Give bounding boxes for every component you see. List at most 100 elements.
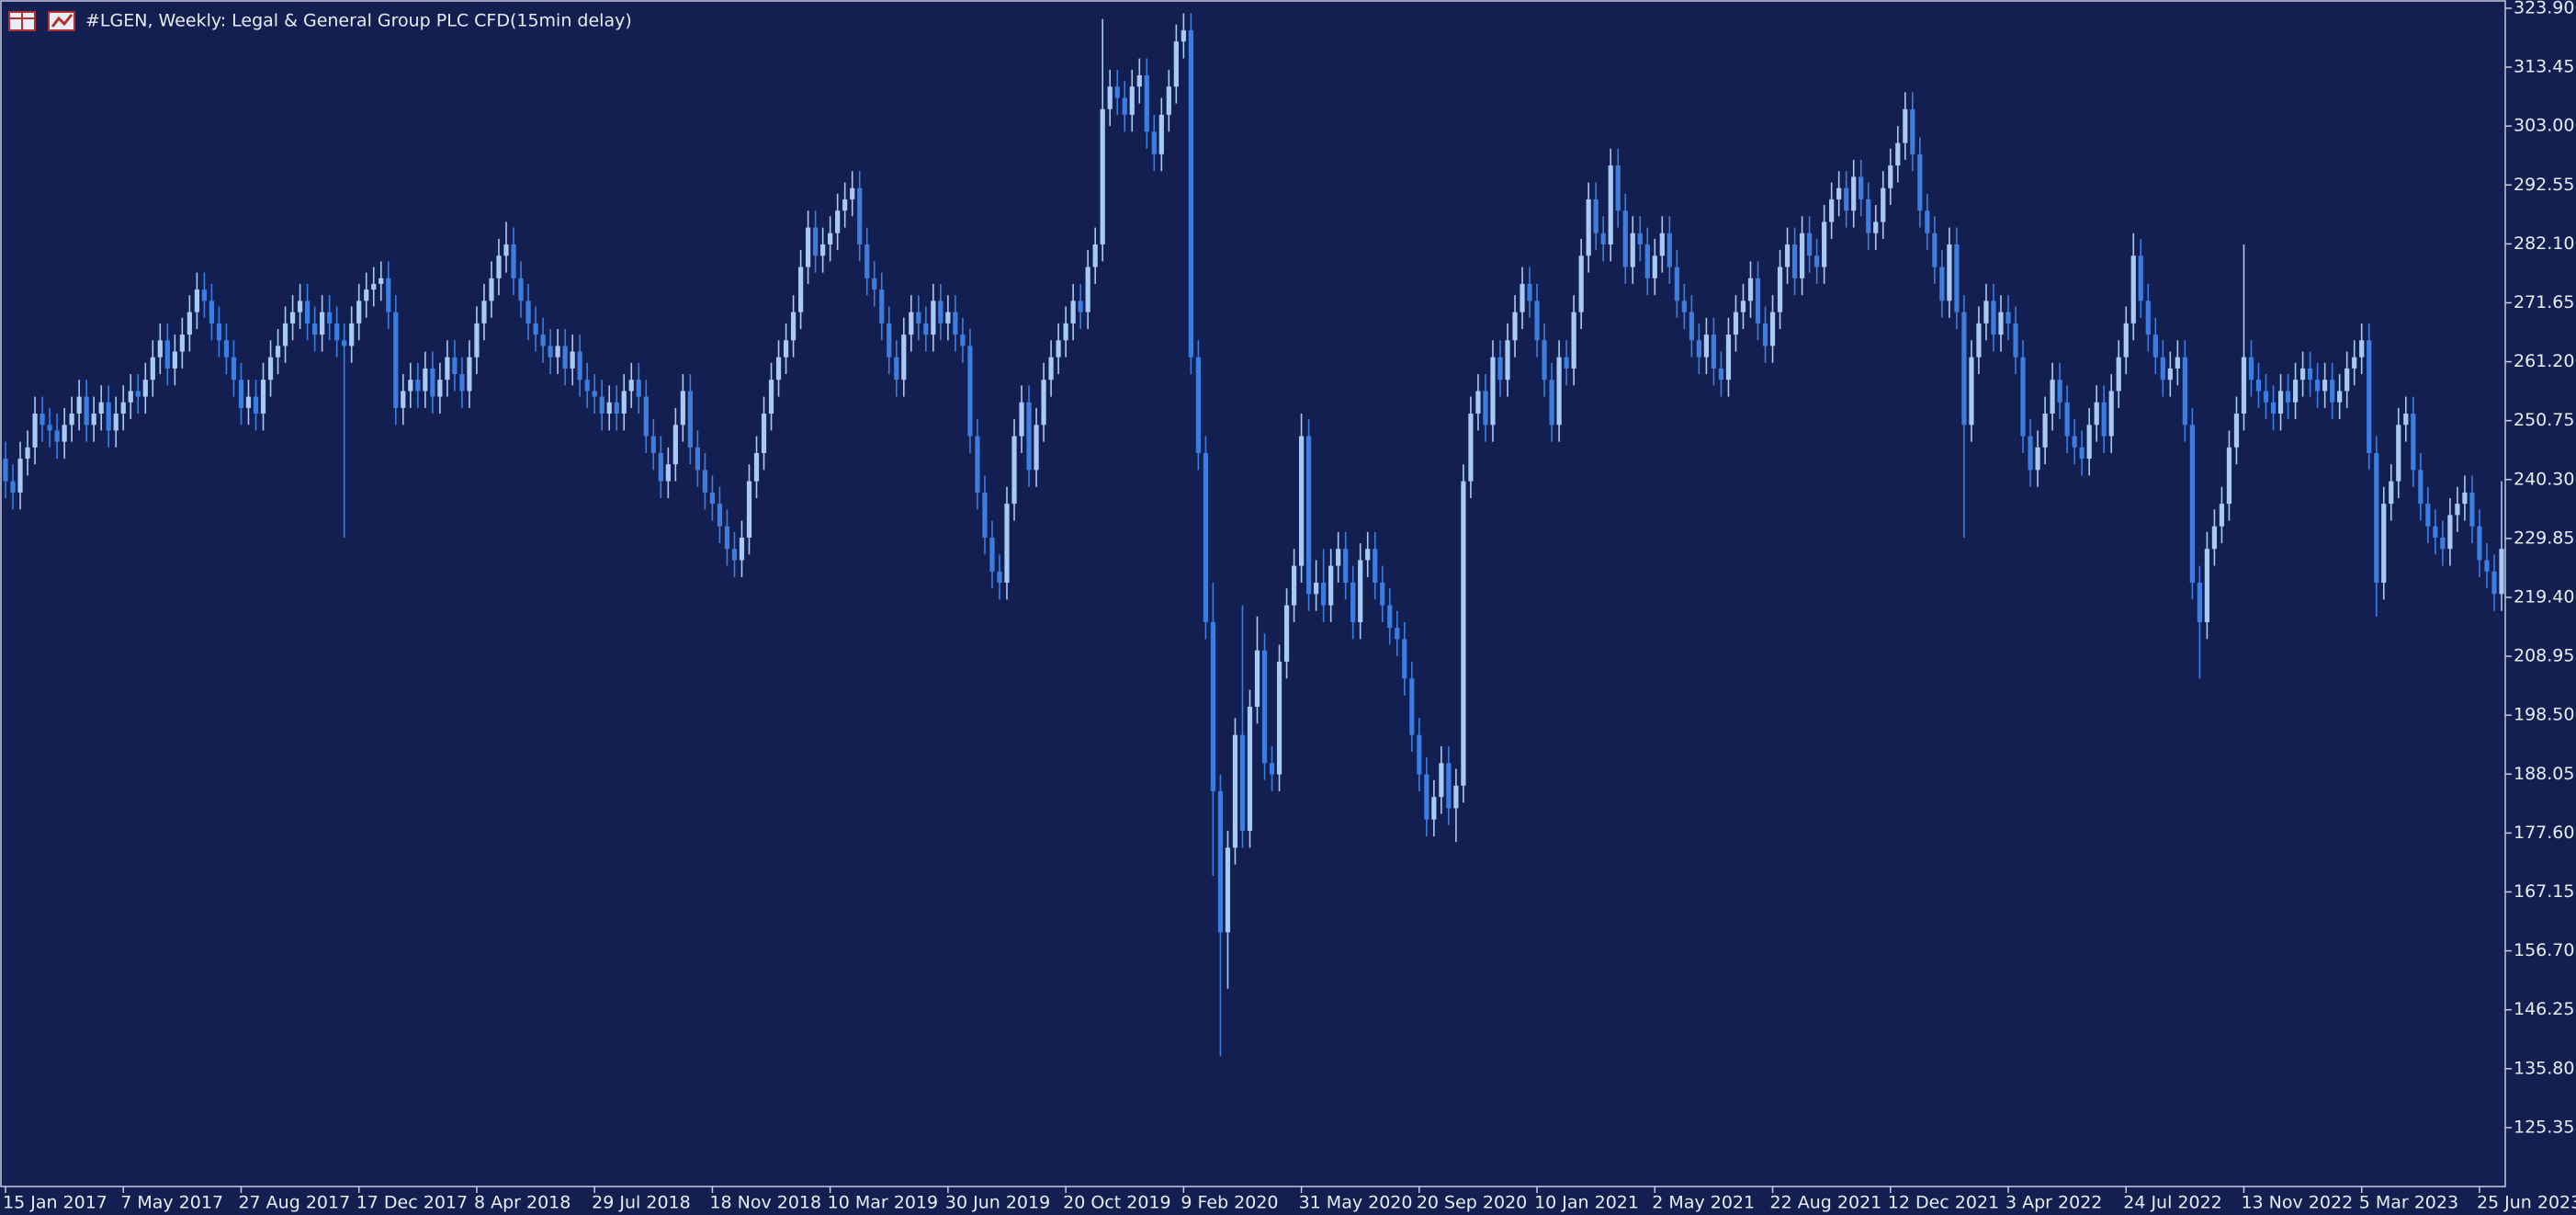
candle-body bbox=[179, 335, 185, 352]
candle-body bbox=[1932, 233, 1938, 267]
candle-body bbox=[1114, 86, 1120, 98]
candle-body bbox=[1461, 481, 1466, 786]
candle-body bbox=[1711, 335, 1717, 369]
candle-body bbox=[790, 312, 797, 341]
y-tick-label: 313.45 bbox=[2514, 57, 2574, 77]
candle-body bbox=[393, 312, 399, 408]
candle-body bbox=[2455, 504, 2460, 516]
candle-body bbox=[113, 414, 119, 431]
candle-body bbox=[349, 323, 355, 346]
candle-body bbox=[1991, 301, 1996, 335]
candle-body bbox=[1026, 402, 1032, 471]
candle-body bbox=[2197, 583, 2202, 622]
candle-body bbox=[2411, 414, 2416, 471]
candle-body bbox=[931, 301, 936, 335]
y-tick-label: 219.40 bbox=[2514, 586, 2574, 607]
candle-body bbox=[1070, 301, 1076, 324]
candle-body bbox=[2028, 436, 2033, 471]
candle-body bbox=[1578, 255, 1584, 312]
candle-body bbox=[305, 301, 311, 324]
candle-body bbox=[1358, 560, 1363, 622]
candle-body bbox=[430, 368, 435, 397]
candle-body bbox=[437, 380, 443, 397]
x-tick-label: 20 Oct 2019 bbox=[1063, 1193, 1170, 1213]
candle-body bbox=[1512, 312, 1518, 341]
candle-body bbox=[584, 380, 590, 392]
candle-body bbox=[120, 402, 126, 414]
candle-body bbox=[525, 301, 531, 324]
candle-body bbox=[2086, 425, 2092, 460]
candle-body bbox=[2491, 571, 2497, 595]
candle-body bbox=[1446, 763, 1452, 809]
x-tick-label: 20 Sep 2020 bbox=[1417, 1193, 1527, 1213]
candle-body bbox=[84, 396, 89, 426]
candle-body bbox=[1136, 74, 1142, 87]
candle-body bbox=[2160, 357, 2165, 380]
candle-body bbox=[1542, 340, 1547, 380]
candle-body bbox=[327, 312, 333, 324]
x-tick-label: 30 Jun 2019 bbox=[945, 1193, 1050, 1213]
candle-body bbox=[1644, 244, 1650, 278]
candle-body bbox=[1681, 301, 1687, 312]
candle-body bbox=[32, 414, 38, 448]
candle-body bbox=[2042, 414, 2048, 448]
candle-body bbox=[1725, 335, 1732, 380]
candle-body bbox=[503, 244, 509, 256]
y-tick-label: 282.10 bbox=[2514, 233, 2574, 254]
candle-body bbox=[1696, 340, 1701, 358]
candle-body bbox=[953, 312, 958, 335]
y-tick-label: 177.60 bbox=[2514, 823, 2574, 843]
candle-body bbox=[282, 323, 288, 346]
y-tick-label: 271.65 bbox=[2514, 292, 2574, 312]
candle-body bbox=[1291, 565, 1297, 606]
candle-body bbox=[850, 187, 855, 199]
candle-body bbox=[1527, 283, 1532, 301]
candle-body bbox=[1807, 233, 1813, 256]
candle-body bbox=[1851, 176, 1857, 211]
candle-body bbox=[2116, 357, 2121, 392]
chart-title: #LGEN, Weekly: Legal & General Group PLC… bbox=[85, 11, 632, 31]
candle-body bbox=[496, 255, 502, 278]
candle-body bbox=[1976, 323, 1982, 358]
x-tick-label: 13 Nov 2022 bbox=[2241, 1193, 2353, 1213]
candle-body bbox=[1814, 255, 1820, 267]
y-tick-label: 303.00 bbox=[2514, 116, 2574, 136]
candle-body bbox=[2035, 447, 2040, 471]
candle-body bbox=[1417, 734, 1422, 775]
candle-body bbox=[1276, 661, 1282, 775]
candle-body bbox=[702, 470, 708, 493]
candle-body bbox=[2072, 436, 2077, 448]
x-tick-label: 25 Jun 2023 bbox=[2477, 1193, 2576, 1213]
candle-body bbox=[1791, 244, 1798, 278]
x-tick-label: 9 Feb 2020 bbox=[1181, 1193, 1278, 1213]
candle-body bbox=[909, 312, 914, 335]
candle-body bbox=[231, 357, 237, 380]
candle-body bbox=[2322, 380, 2328, 392]
candle-body bbox=[1144, 74, 1149, 132]
candle-body bbox=[2374, 452, 2379, 584]
candle-body bbox=[2101, 402, 2107, 437]
candle-body bbox=[1769, 312, 1776, 346]
candle-body bbox=[2299, 368, 2306, 380]
candle-body bbox=[1622, 210, 1628, 267]
candle-body bbox=[1387, 605, 1393, 629]
candle-body bbox=[342, 340, 347, 346]
candle-body bbox=[1269, 763, 1275, 775]
candle-body bbox=[253, 396, 259, 414]
candle-body bbox=[98, 402, 104, 414]
candle-body bbox=[2469, 492, 2475, 527]
icon-line bbox=[51, 14, 73, 28]
candle-body bbox=[857, 187, 863, 244]
candle-body bbox=[2005, 312, 2011, 324]
candle-body bbox=[636, 380, 641, 397]
candle-body bbox=[1188, 29, 1193, 358]
candle-body bbox=[628, 380, 634, 392]
y-tick-label: 156.70 bbox=[2514, 940, 2574, 960]
candle-body bbox=[356, 301, 362, 324]
candle-body bbox=[10, 481, 16, 493]
candle-body bbox=[2123, 323, 2129, 358]
candle-body bbox=[2130, 255, 2136, 324]
candle-body bbox=[2138, 255, 2143, 301]
candle-body bbox=[76, 396, 82, 414]
candle-body bbox=[982, 492, 988, 538]
